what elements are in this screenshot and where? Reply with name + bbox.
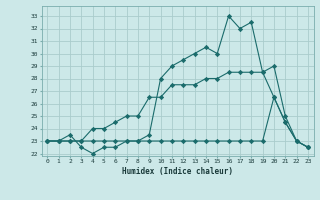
X-axis label: Humidex (Indice chaleur): Humidex (Indice chaleur) <box>122 167 233 176</box>
